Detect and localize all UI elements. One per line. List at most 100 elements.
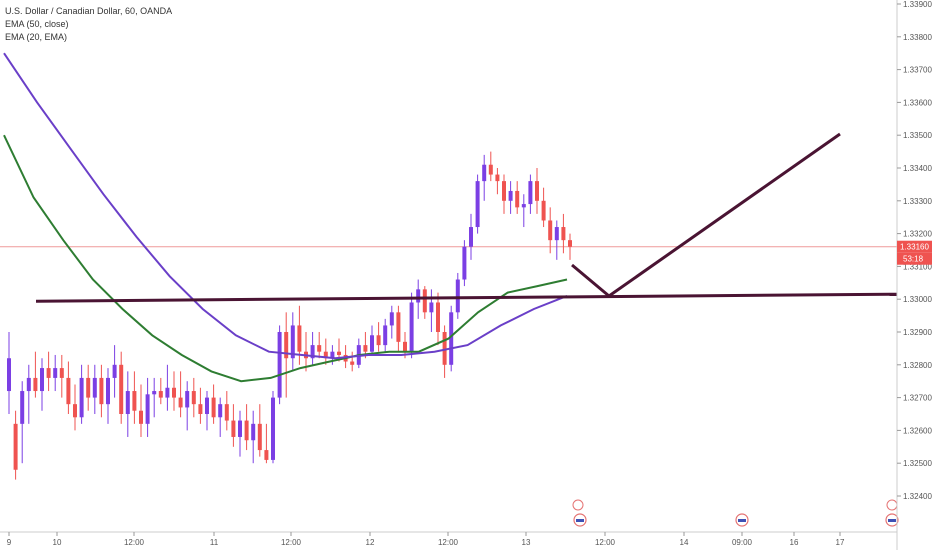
- candle-body: [99, 377, 104, 405]
- candle-body: [26, 377, 31, 392]
- candle-body: [79, 377, 84, 418]
- candle-body: [251, 423, 256, 441]
- candle-body: [290, 325, 295, 359]
- event-flag-icon: [886, 499, 898, 511]
- price-tick-label: 1.33300: [903, 197, 932, 206]
- candle-body: [238, 420, 242, 437]
- price-tick-label: 1.32400: [903, 492, 932, 501]
- candle-body: [59, 368, 64, 378]
- candle-body: [40, 368, 44, 392]
- event-flag-icon: [572, 499, 584, 511]
- ema20-line: [3, 52, 568, 360]
- event-flag-stripe: [576, 519, 584, 522]
- candle-body: [396, 312, 401, 342]
- candle-body: [403, 341, 407, 352]
- time-axis[interactable]: 9 10 12:00 11 12:00 12 12:00 13 12:00 14 09:00 16 17: [0, 531, 897, 547]
- candle-body: [508, 190, 513, 201]
- candle-body: [106, 377, 110, 405]
- candle-body: [244, 420, 249, 441]
- candle-body: [363, 345, 368, 352]
- candle-body: [172, 387, 176, 398]
- last-price-tag-background: [897, 240, 932, 253]
- candle-body: [370, 335, 374, 352]
- candle-body: [191, 391, 196, 405]
- legend-ema50: EMA (50, close): [5, 19, 69, 29]
- projection-path: [571, 132, 841, 298]
- candle-body: [389, 312, 394, 326]
- candle-body: [86, 377, 91, 398]
- candle-body: [73, 404, 77, 418]
- candle-body: [442, 332, 447, 365]
- countdown-label: 53:18: [903, 255, 924, 264]
- candle-body: [66, 377, 71, 405]
- candle-body: [482, 164, 487, 182]
- candle-body: [92, 377, 97, 398]
- candle-body: [284, 332, 289, 359]
- candle-body: [337, 351, 341, 355]
- event-markers[interactable]: [572, 499, 899, 527]
- candle-body: [297, 325, 302, 352]
- price-tick-label: 1.33800: [903, 33, 932, 42]
- candle-body: [475, 181, 480, 228]
- candle-body: [436, 302, 440, 332]
- price-tick-label: 1.33200: [903, 230, 932, 239]
- candle-body: [515, 190, 520, 208]
- candle-body: [350, 361, 355, 365]
- countdown-tag-background: [897, 252, 932, 265]
- candle-body: [495, 174, 500, 182]
- candle-body: [165, 387, 170, 398]
- candle-body: [330, 351, 335, 359]
- legend-ema20: EMA (20, EMA): [5, 32, 68, 42]
- candle-body: [310, 345, 315, 359]
- candle-body: [528, 181, 533, 205]
- price-tick-label: 1.33400: [903, 164, 932, 173]
- candle-body: [152, 391, 157, 395]
- candle-body: [264, 450, 269, 460]
- candles: [7, 151, 572, 480]
- candle-body: [158, 391, 163, 398]
- price-tick-label: 1.33700: [903, 66, 932, 75]
- candle-body: [271, 397, 275, 460]
- price-tick-label: 1.32800: [903, 361, 932, 370]
- time-tick-label: 11: [210, 538, 219, 547]
- candle-body: [145, 394, 150, 424]
- candle-body: [13, 423, 18, 470]
- price-tick-label: 1.33900: [903, 0, 932, 9]
- candle-body: [205, 397, 209, 414]
- candle-body: [139, 410, 143, 424]
- candle-body: [20, 391, 25, 424]
- price-tick-label: 1.33000: [903, 295, 932, 304]
- candle-body: [53, 368, 58, 378]
- candle-body: [125, 391, 130, 414]
- candle-body: [257, 423, 262, 451]
- event-flag-stripe: [888, 519, 896, 522]
- candle-body: [33, 377, 38, 392]
- candle-body: [218, 404, 223, 418]
- candle-body: [178, 397, 183, 408]
- price-tick-label: 1.33100: [903, 262, 932, 271]
- candle-body: [231, 420, 236, 437]
- candle-body: [224, 404, 229, 421]
- last-price-tag: 1.33160 53:18: [897, 240, 932, 265]
- time-tick-label: 12:00: [124, 538, 145, 547]
- candle-body: [561, 227, 566, 241]
- user-drawings[interactable]: [35, 132, 898, 303]
- candle-body: [46, 368, 51, 378]
- candle-body: [554, 227, 559, 241]
- candle-body: [7, 358, 11, 392]
- ema50-line: [3, 134, 568, 383]
- price-tick-label: 1.32600: [903, 426, 932, 435]
- price-tick-label: 1.32500: [903, 459, 932, 468]
- price-tick-label: 1.32900: [903, 328, 932, 337]
- chart-legend: U.S. Dollar / Canadian Dollar, 60, OANDA…: [5, 5, 172, 44]
- candle-body: [469, 227, 473, 247]
- candle-body: [429, 302, 434, 313]
- candle-body: [535, 181, 539, 201]
- candle-body: [409, 302, 414, 352]
- candle-body: [112, 364, 117, 378]
- candle-body: [211, 397, 216, 418]
- candle-body: [277, 332, 282, 398]
- time-tick-label: 12: [366, 538, 375, 547]
- price-axis[interactable]: 1.32400 1.32500 1.32600 1.32700 1.32800 1.329…: [896, 0, 932, 550]
